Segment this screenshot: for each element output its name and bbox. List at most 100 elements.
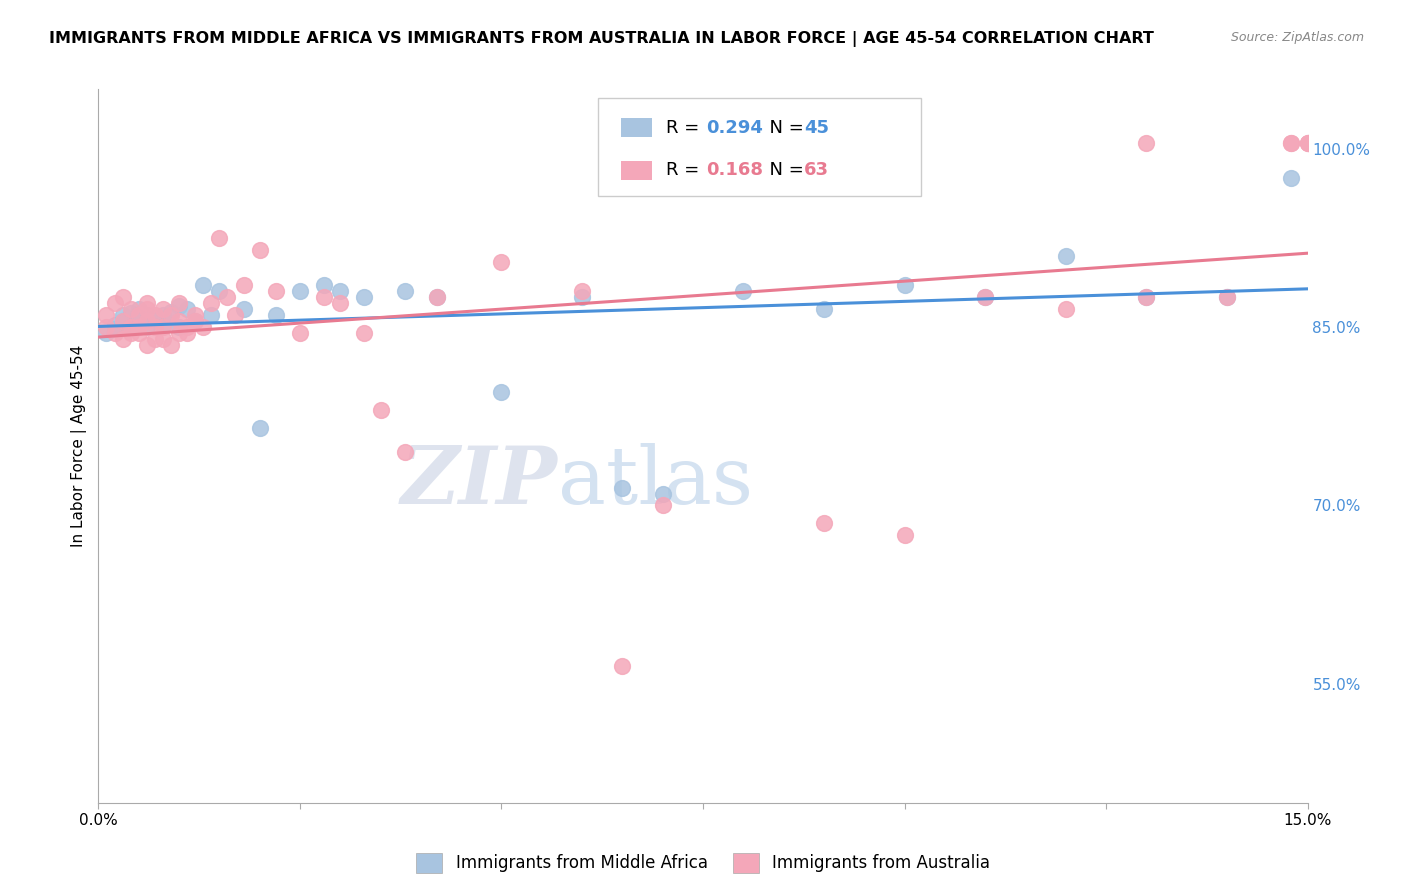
Point <box>167 320 190 334</box>
Point <box>96 320 118 334</box>
Point <box>288 285 311 299</box>
Point <box>160 308 183 322</box>
Text: atlas: atlas <box>558 442 754 521</box>
Point <box>491 254 513 268</box>
Point <box>651 486 673 500</box>
Point <box>232 302 254 317</box>
Point <box>120 306 142 320</box>
Point <box>394 445 416 459</box>
Point <box>1054 302 1077 317</box>
Point <box>176 320 198 334</box>
Text: N =: N = <box>758 119 810 136</box>
Point <box>974 290 997 304</box>
Point <box>128 302 150 317</box>
Point <box>193 320 215 334</box>
Legend: Immigrants from Middle Africa, Immigrants from Australia: Immigrants from Middle Africa, Immigrant… <box>409 847 997 880</box>
Text: R =: R = <box>666 119 706 136</box>
Point <box>120 320 142 334</box>
Point <box>1135 290 1157 304</box>
Point <box>103 318 125 332</box>
Point <box>128 310 150 325</box>
Point <box>103 322 125 336</box>
Point <box>426 290 449 304</box>
Point <box>329 296 352 310</box>
Point <box>111 314 134 328</box>
Point <box>96 326 118 340</box>
Point <box>426 290 449 304</box>
Text: N =: N = <box>758 161 810 179</box>
Point <box>111 308 134 322</box>
Point <box>264 308 287 322</box>
Point <box>120 302 142 317</box>
Point <box>394 285 416 299</box>
Point <box>571 285 593 299</box>
Point <box>1281 136 1303 150</box>
Point <box>353 326 375 340</box>
Point <box>612 659 634 673</box>
Y-axis label: In Labor Force | Age 45-54: In Labor Force | Age 45-54 <box>72 345 87 547</box>
Point <box>813 516 835 531</box>
Point <box>733 285 755 299</box>
Point <box>1296 136 1319 150</box>
Point <box>96 308 118 322</box>
Point <box>111 332 134 346</box>
Point <box>143 332 166 346</box>
Point <box>143 308 166 322</box>
Point <box>160 304 183 318</box>
Point <box>974 290 997 304</box>
Point <box>208 231 231 245</box>
Point <box>1281 171 1303 186</box>
Point <box>135 338 157 352</box>
Text: ZIP: ZIP <box>401 443 558 520</box>
Text: 0.168: 0.168 <box>706 161 763 179</box>
Point <box>103 296 125 310</box>
Point <box>120 320 142 334</box>
Point <box>184 308 207 322</box>
Point <box>128 326 150 340</box>
Point <box>1216 290 1239 304</box>
Text: IMMIGRANTS FROM MIDDLE AFRICA VS IMMIGRANTS FROM AUSTRALIA IN LABOR FORCE | AGE : IMMIGRANTS FROM MIDDLE AFRICA VS IMMIGRA… <box>49 31 1154 47</box>
Point <box>120 326 142 340</box>
Point <box>184 314 207 328</box>
Point <box>651 499 673 513</box>
Point <box>152 332 174 346</box>
Point <box>160 338 183 352</box>
Point <box>370 403 392 417</box>
Point <box>329 285 352 299</box>
Text: Source: ZipAtlas.com: Source: ZipAtlas.com <box>1230 31 1364 45</box>
Point <box>152 318 174 332</box>
Point <box>135 302 157 317</box>
Point <box>1135 290 1157 304</box>
Point <box>152 302 174 317</box>
Point <box>103 326 125 340</box>
Point <box>176 326 198 340</box>
Point <box>152 308 174 322</box>
Point <box>111 314 134 328</box>
Point <box>135 320 157 334</box>
Point <box>152 320 174 334</box>
Text: R =: R = <box>666 161 706 179</box>
Point <box>143 310 166 325</box>
Point <box>135 314 157 328</box>
Point <box>893 278 915 293</box>
Point <box>813 302 835 317</box>
Point <box>184 314 207 328</box>
Point <box>128 308 150 322</box>
Point <box>491 385 513 400</box>
Point <box>193 278 215 293</box>
Point <box>128 317 150 331</box>
Point <box>200 308 222 322</box>
Point <box>167 296 190 310</box>
Point <box>128 320 150 334</box>
Point <box>135 308 157 322</box>
Text: 45: 45 <box>804 119 830 136</box>
Point <box>353 290 375 304</box>
Point <box>200 296 222 310</box>
Point <box>167 326 190 340</box>
Point <box>217 290 239 304</box>
Point <box>167 299 190 313</box>
Point <box>1135 136 1157 150</box>
Point <box>1054 249 1077 263</box>
Point <box>1216 290 1239 304</box>
Point <box>314 290 336 304</box>
